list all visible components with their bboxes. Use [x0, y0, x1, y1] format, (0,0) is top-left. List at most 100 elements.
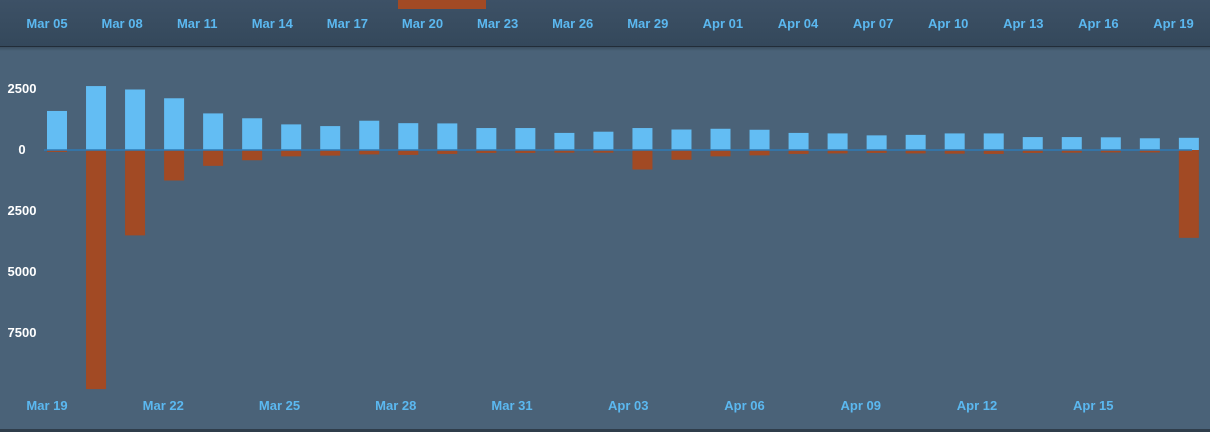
y-tick-label: 2500 — [8, 203, 37, 218]
bar-positive[interactable] — [1178, 137, 1199, 150]
bar-positive[interactable] — [437, 123, 458, 150]
bar-negative[interactable] — [1022, 150, 1043, 153]
top-axis-label: Mar 17 — [327, 16, 368, 31]
x-tick-label: Mar 31 — [491, 398, 532, 413]
bottom-border — [0, 429, 1210, 432]
bar-positive[interactable] — [1139, 138, 1160, 150]
bar-negative[interactable] — [866, 150, 887, 153]
bar-negative[interactable] — [593, 150, 614, 153]
x-tick-label: Mar 19 — [26, 398, 67, 413]
bar-positive[interactable] — [944, 133, 965, 150]
bar-negative[interactable] — [1178, 150, 1199, 238]
top-axis-label: Apr 19 — [1153, 16, 1193, 31]
top-axis-label: Apr 07 — [853, 16, 893, 31]
bar-positive[interactable] — [983, 133, 1004, 150]
bar-negative[interactable] — [437, 150, 458, 154]
bar-negative[interactable] — [1139, 150, 1160, 153]
bar-positive[interactable] — [47, 110, 67, 150]
bar-positive[interactable] — [749, 129, 770, 150]
top-axis-label: Apr 13 — [1003, 16, 1043, 31]
bar-positive[interactable] — [671, 129, 692, 150]
x-tick-label: Mar 22 — [143, 398, 184, 413]
bar-positive[interactable] — [476, 128, 497, 150]
x-axis: Mar 19 Mar 22 Mar 25 Mar 28 Mar 31 Apr 03 Apr … — [26, 398, 1113, 413]
bar-negative[interactable] — [905, 150, 926, 154]
top-axis-label: Apr 16 — [1078, 16, 1118, 31]
top-axis-label: Apr 04 — [778, 16, 819, 31]
bar-negative[interactable] — [320, 150, 341, 156]
bar-positive[interactable] — [125, 89, 146, 150]
top-axis-label: Mar 05 — [26, 16, 67, 31]
top-axis-label: Mar 29 — [627, 16, 668, 31]
bar-positive[interactable] — [203, 113, 224, 150]
bar-negative[interactable] — [983, 150, 1004, 154]
bar-positive[interactable] — [1022, 137, 1043, 150]
bar-negative[interactable] — [827, 150, 848, 154]
bar-negative[interactable] — [125, 150, 146, 236]
y-tick-label: 7500 — [8, 325, 37, 340]
timeline-navigator[interactable] — [0, 0, 1210, 51]
bar-positive[interactable] — [1100, 137, 1121, 150]
bars-group — [47, 86, 1199, 390]
bar-positive[interactable] — [86, 86, 107, 150]
range-selector-handle[interactable] — [398, 0, 486, 9]
top-axis-labels: Mar 05 Mar 08 Mar 11 Mar 14 Mar 17 Mar 20 Mar … — [26, 16, 1193, 31]
y-tick-label: 5000 — [8, 264, 37, 279]
bar-positive[interactable] — [281, 124, 302, 150]
bar-positive[interactable] — [1061, 137, 1082, 150]
bar-negative[interactable] — [47, 150, 67, 152]
bar-negative[interactable] — [944, 150, 965, 154]
bar-negative[interactable] — [515, 150, 536, 153]
bar-negative[interactable] — [671, 150, 692, 160]
x-tick-label: Apr 15 — [1073, 398, 1113, 413]
y-tick-label: 2500 — [8, 81, 37, 96]
x-tick-label: Mar 28 — [375, 398, 416, 413]
bar-positive[interactable] — [320, 126, 341, 150]
bar-positive[interactable] — [632, 128, 653, 150]
bar-positive[interactable] — [398, 123, 419, 150]
top-axis-label: Mar 14 — [252, 16, 294, 31]
bar-positive[interactable] — [359, 120, 380, 150]
top-axis-label: Apr 01 — [703, 16, 743, 31]
bar-negative[interactable] — [86, 150, 107, 390]
x-tick-label: Mar 25 — [259, 398, 300, 413]
y-tick-label: 0 — [18, 142, 25, 157]
bar-positive[interactable] — [593, 131, 614, 150]
bar-positive[interactable] — [164, 98, 185, 150]
bar-negative[interactable] — [632, 150, 653, 170]
bar-negative[interactable] — [203, 150, 224, 166]
top-axis-label: Mar 20 — [402, 16, 443, 31]
bar-negative[interactable] — [710, 150, 731, 157]
navigator-shadow — [0, 46, 1210, 51]
bar-negative[interactable] — [359, 150, 380, 155]
bar-positive[interactable] — [515, 128, 536, 150]
x-tick-label: Apr 06 — [724, 398, 764, 413]
bar-negative[interactable] — [476, 150, 497, 153]
top-axis-label: Mar 08 — [101, 16, 142, 31]
bar-negative[interactable] — [554, 150, 575, 153]
bar-negative[interactable] — [281, 150, 302, 157]
top-axis-label: Mar 11 — [177, 16, 217, 31]
x-tick-label: Apr 09 — [841, 398, 881, 413]
bar-negative[interactable] — [788, 150, 809, 154]
bar-positive[interactable] — [554, 132, 575, 150]
bar-positive[interactable] — [242, 118, 263, 150]
bar-positive[interactable] — [905, 134, 926, 150]
x-tick-label: Apr 12 — [957, 398, 997, 413]
bar-negative[interactable] — [398, 150, 419, 155]
bar-positive[interactable] — [866, 135, 887, 150]
bar-positive[interactable] — [788, 132, 809, 150]
bar-negative[interactable] — [1061, 150, 1082, 153]
top-axis-label: Apr 10 — [928, 16, 968, 31]
bar-negative[interactable] — [749, 150, 770, 156]
bar-negative[interactable] — [242, 150, 263, 161]
bar-negative[interactable] — [164, 150, 185, 181]
bar-positive[interactable] — [710, 128, 731, 150]
bar-positive[interactable] — [827, 133, 848, 150]
bar-negative[interactable] — [1100, 150, 1121, 153]
top-axis-label: Mar 23 — [477, 16, 518, 31]
y-axis: 2500 0 2500 5000 7500 — [8, 81, 37, 340]
x-tick-label: Apr 03 — [608, 398, 648, 413]
